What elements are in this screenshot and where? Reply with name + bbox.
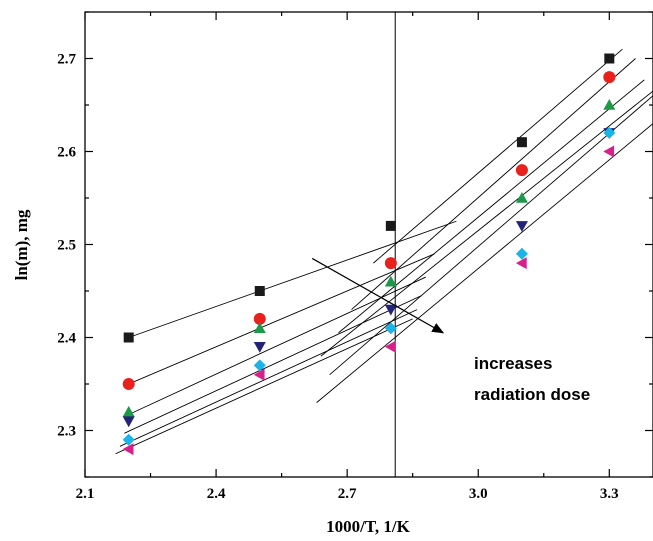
fit-line [316,123,653,403]
annotation-line-1: increases [474,354,552,373]
y-axis-title: ln(m), mg [12,209,31,280]
data-point-triangle-left [122,443,134,456]
x-tick-label: 3.3 [600,486,619,502]
data-point-circle [384,257,397,270]
fit-line [128,220,457,338]
data-point-circle [515,164,528,177]
data-point-triangle-left [253,368,265,381]
data-point-square [516,137,527,148]
tick-labels: 2.1 2.4 2.7 3.0 3.3 2.3 2.4 2.5 2.6 2.7 [57,52,618,503]
data-point-triangle-down [253,342,266,353]
data-point-diamond [515,247,528,260]
radiation-dose-arrow [311,257,445,334]
data-point-diamond [384,322,397,335]
x-tick-label: 2.7 [338,486,357,502]
y-tick-label: 2.6 [57,145,76,161]
fit-line [115,318,413,455]
x-tick-label: 3.0 [469,486,488,502]
data-point-triangle-left [603,145,615,158]
fit-line [329,95,653,376]
fit-line [351,58,636,310]
fit-line [338,79,645,334]
data-point-circle [122,378,135,390]
data-point-triangle-up [603,99,616,110]
data-point-triangle-up [384,275,397,287]
y-tick-label: 2.5 [57,238,76,254]
data-point-triangle-down [384,304,397,316]
fit-line [124,295,422,434]
fit-line [119,309,418,447]
data-point-circle [603,71,616,84]
data-point-triangle-up [515,192,528,203]
data-point-circle [253,312,266,325]
data-point-square [385,220,396,231]
x-tick-label: 2.4 [207,486,226,502]
x-tick-label: 2.1 [76,486,95,502]
data-point-diamond [253,359,266,372]
data-point-triangle-down [515,221,528,232]
y-tick-label: 2.3 [57,424,76,440]
fit-lines [115,48,653,455]
y-tick-label: 2.7 [57,52,76,68]
data-point-triangle-up [122,405,135,417]
axis-ticks [84,11,653,478]
data-point-triangle-down [122,416,135,428]
fit-line [373,48,623,264]
fit-line [128,253,435,385]
data-points [122,53,616,456]
data-point-square [604,53,615,64]
data-point-square [254,286,265,296]
data-point-diamond [603,126,616,139]
fit-line [320,90,653,357]
data-point-triangle-left [515,257,527,270]
x-axis-title: 1000/T, 1/K [326,517,411,536]
fit-line [124,276,426,417]
y-tick-label: 2.4 [57,331,76,347]
data-point-triangle-left [384,340,396,353]
annotation-line-2: radiation dose [474,385,590,404]
data-point-square [123,332,134,343]
data-point-diamond [122,433,135,446]
data-point-triangle-up [253,322,266,333]
plot-frame [84,11,653,478]
